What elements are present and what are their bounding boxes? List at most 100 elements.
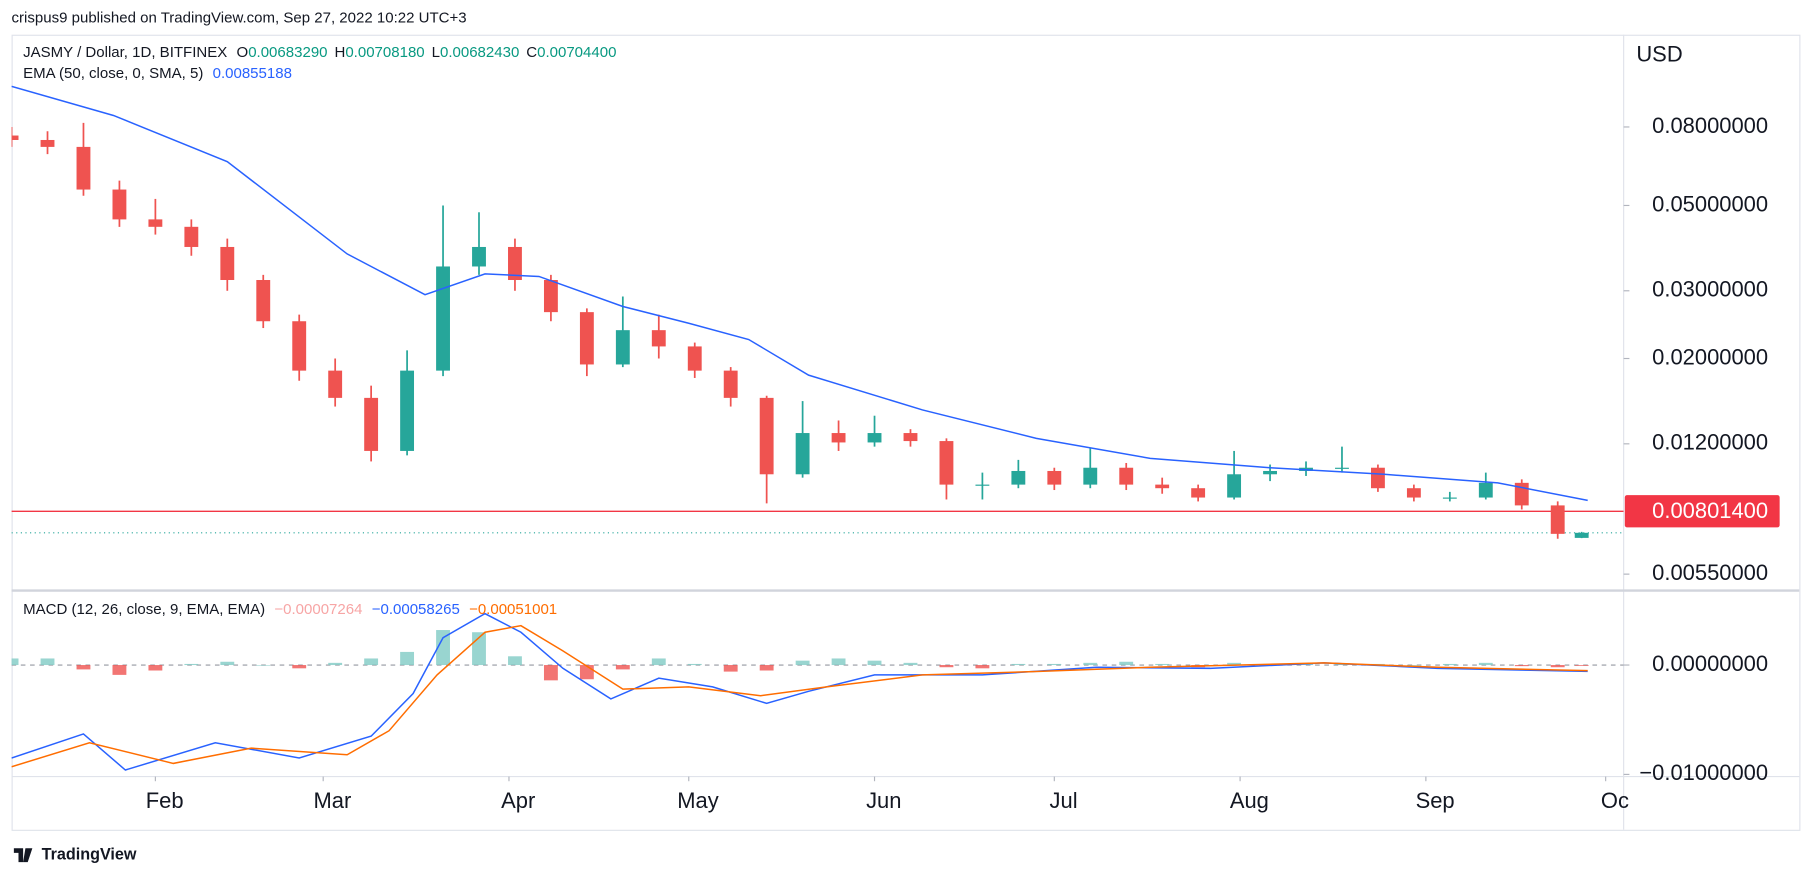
candle-body bbox=[364, 397, 379, 451]
overlay: 0.08000000 0.05000000 0.03000000 0.02000000… bbox=[23, 44, 1780, 813]
candle-body bbox=[508, 246, 522, 281]
candle-body bbox=[723, 370, 738, 398]
histogram-bar bbox=[40, 658, 55, 666]
histogram-bar bbox=[939, 665, 954, 668]
macd-value: −0.00058265 bbox=[372, 601, 460, 618]
histogram-bar bbox=[400, 651, 415, 666]
candle-body bbox=[1335, 467, 1349, 469]
histogram-bar bbox=[11, 658, 19, 666]
ema-line bbox=[11, 85, 1588, 502]
candle-body bbox=[256, 280, 271, 322]
frame bbox=[11, 34, 1801, 831]
histogram-value: −0.00007264 bbox=[274, 601, 362, 618]
histogram-bar bbox=[687, 663, 702, 666]
y-tick-label: 0.03000000 bbox=[1652, 277, 1768, 302]
ohlc-value: 0.00683290 bbox=[248, 44, 327, 61]
candle-body bbox=[1047, 470, 1062, 485]
histogram-bar bbox=[1550, 665, 1565, 668]
histogram-bar bbox=[1478, 662, 1493, 666]
histogram-bar bbox=[1574, 665, 1589, 666]
x-tick-label: May bbox=[677, 788, 718, 813]
macd-title: MACD (12, 26, close, 9, EMA, EMA) bbox=[23, 601, 265, 618]
histogram-bar bbox=[1047, 663, 1062, 666]
candle-body bbox=[148, 219, 163, 227]
histogram-bar bbox=[1083, 662, 1098, 666]
candle-body bbox=[687, 346, 702, 371]
y-tick-label: 0.05000000 bbox=[1652, 191, 1768, 216]
histogram-bar bbox=[184, 663, 199, 666]
candle-body bbox=[112, 189, 127, 220]
histogram-bar bbox=[364, 658, 379, 666]
candle-body bbox=[831, 433, 846, 443]
candle-body bbox=[184, 226, 199, 247]
candle-body bbox=[292, 321, 307, 371]
candle-body bbox=[1370, 467, 1385, 489]
x-tick-label: Jul bbox=[1050, 788, 1078, 813]
histogram-bar bbox=[112, 665, 127, 675]
candle-body bbox=[400, 370, 415, 451]
candle-body bbox=[867, 433, 882, 443]
histogram-bar bbox=[1442, 663, 1457, 666]
y-tick-label: 0.02000000 bbox=[1652, 344, 1768, 369]
histogram-bar bbox=[76, 665, 91, 670]
histogram-bar bbox=[1155, 663, 1170, 666]
candle-body bbox=[220, 246, 235, 281]
candle-body bbox=[1406, 488, 1421, 498]
candle-body bbox=[759, 397, 774, 475]
histogram-bar bbox=[795, 660, 810, 666]
y-tick-label: 0.08000000 bbox=[1652, 113, 1768, 138]
histogram-bar bbox=[292, 665, 307, 669]
histogram-bar bbox=[436, 630, 450, 666]
histogram-bar bbox=[615, 665, 630, 670]
footer-brand: TradingView bbox=[42, 845, 137, 863]
ohlc-value: 0.00708180 bbox=[345, 44, 424, 61]
macd-legend: MACD (12, 26, close, 9, EMA, EMA) −0.0000… bbox=[23, 601, 557, 618]
candle-body bbox=[795, 433, 810, 475]
candle-body bbox=[1227, 474, 1242, 498]
y-tick-label: 0.00000000 bbox=[1652, 651, 1768, 676]
symbol-title: JASMY / Dollar, 1D, BITFINEX bbox=[23, 44, 227, 61]
candle-body bbox=[1442, 497, 1457, 499]
symbol-legend: JASMY / Dollar, 1D, BITFINEX O0.00683290 H… bbox=[23, 44, 616, 61]
x-tick-label: Sep bbox=[1416, 788, 1455, 813]
histogram-bar bbox=[220, 661, 235, 666]
histogram-bar bbox=[903, 662, 918, 666]
macd-line bbox=[11, 624, 1588, 768]
histogram-bar bbox=[579, 665, 594, 680]
histogram-bar bbox=[831, 658, 846, 666]
indicator-legend: EMA (50, close, 0, SMA, 5) 0.00855188 bbox=[23, 65, 292, 82]
x-tick-label: Jun bbox=[866, 788, 901, 813]
indicator-name: EMA (50, close, 0, SMA, 5) bbox=[23, 65, 203, 82]
candle-body bbox=[615, 330, 630, 365]
candle-body bbox=[1574, 532, 1589, 538]
plot-area bbox=[11, 85, 1624, 771]
histogram-bar bbox=[1227, 662, 1242, 666]
candle-body bbox=[436, 266, 450, 371]
ohlc-value: 0.00704400 bbox=[537, 44, 616, 61]
candle-body bbox=[328, 370, 343, 398]
candle-body bbox=[543, 280, 558, 313]
x-tick-label: Apr bbox=[501, 788, 535, 813]
histogram-bar bbox=[1406, 665, 1421, 666]
histogram-bar bbox=[508, 656, 522, 666]
candle-body bbox=[40, 139, 55, 147]
candle-body bbox=[1263, 470, 1277, 475]
candle-body bbox=[472, 246, 486, 267]
candle-body bbox=[76, 146, 91, 190]
indicator-value: 0.00855188 bbox=[213, 65, 292, 82]
ohlc-value: 0.00682430 bbox=[440, 44, 519, 61]
candle-body bbox=[1155, 484, 1170, 489]
price-label: 0.00801400 bbox=[1652, 498, 1768, 523]
candle-body bbox=[1011, 470, 1026, 485]
x-tick-label: Oc bbox=[1601, 788, 1629, 813]
histogram-bar bbox=[759, 665, 774, 671]
x-tick-label: Mar bbox=[314, 788, 352, 813]
candle-body bbox=[1083, 467, 1098, 485]
candle-body bbox=[903, 433, 918, 442]
histogram-bar bbox=[148, 665, 163, 671]
candle-body bbox=[651, 330, 666, 347]
x-tick-label: Feb bbox=[146, 788, 184, 813]
histogram-bar bbox=[1011, 663, 1026, 666]
y-tick-label: 0.01200000 bbox=[1652, 430, 1768, 455]
